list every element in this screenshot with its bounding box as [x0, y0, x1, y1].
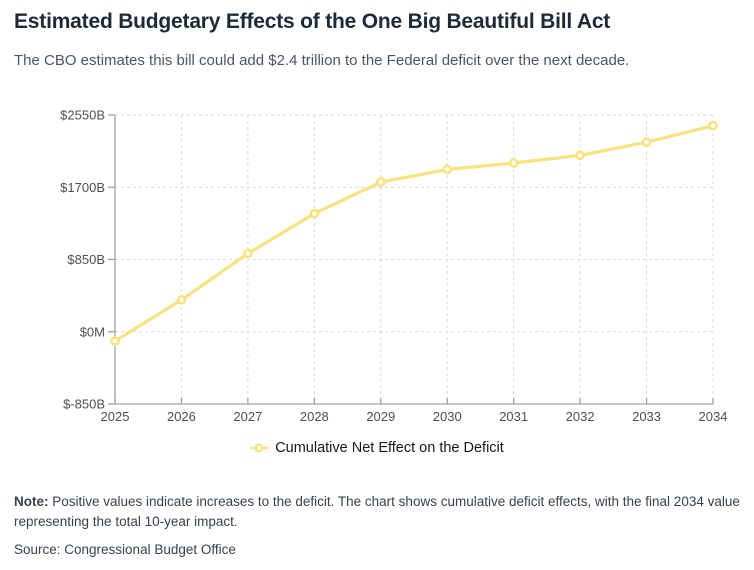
data-point-marker [243, 248, 253, 259]
data-point-marker [110, 336, 120, 346]
data-point-marker [508, 158, 519, 168]
page-subtitle: The CBO estimates this bill could add $2… [14, 52, 630, 69]
data-point-marker [708, 120, 718, 131]
data-point-marker [375, 177, 386, 188]
data-point-marker [442, 164, 453, 175]
data-point-marker [641, 137, 652, 148]
x-axis-tick-label: 2033 [632, 409, 661, 424]
x-axis-tick-label: 2025 [101, 409, 130, 424]
x-axis-tick-label: 2034 [699, 409, 728, 424]
x-axis-tick-label: 2027 [233, 409, 262, 424]
data-point-marker [176, 295, 187, 305]
x-axis-tick-label: 2030 [433, 409, 462, 424]
data-point-marker [575, 150, 585, 161]
legend-label: Cumulative Net Effect on the Deficit [275, 440, 504, 456]
note-text: Positive values indicate increases to th… [14, 494, 740, 529]
note-label: Note: [14, 494, 49, 509]
data-point-marker [309, 208, 320, 219]
chart-legend: Cumulative Net Effect on the Deficit [0, 440, 754, 456]
x-axis-tick-label: 2028 [300, 409, 329, 424]
legend-line-marker-icon [250, 443, 269, 453]
y-axis-tick-label: $2550B [60, 108, 105, 123]
deficit-line-chart: $-850B $0M $850B $1700B $2550B 2025 2026 2027 20… [60, 108, 728, 425]
deficit-series-line [113, 124, 715, 343]
chart-source: Source: Congressional Budget Office [14, 542, 236, 557]
page-title: Estimated Budgetary Effects of the One B… [14, 10, 611, 33]
y-axis-tick-label: $850B [67, 252, 105, 267]
y-axis-tick-label: $-850B [63, 397, 105, 412]
y-axis-tick-label: $0M [80, 324, 105, 339]
x-axis-tick-label: 2032 [566, 409, 595, 424]
x-axis-tick-label: 2026 [167, 409, 196, 424]
x-axis-tick-label: 2029 [366, 409, 395, 424]
y-axis-tick-label: $1700B [60, 180, 105, 195]
chart-note: Note: Positive values indicate increases… [14, 492, 744, 532]
x-axis-tick-label: 2031 [499, 409, 528, 424]
